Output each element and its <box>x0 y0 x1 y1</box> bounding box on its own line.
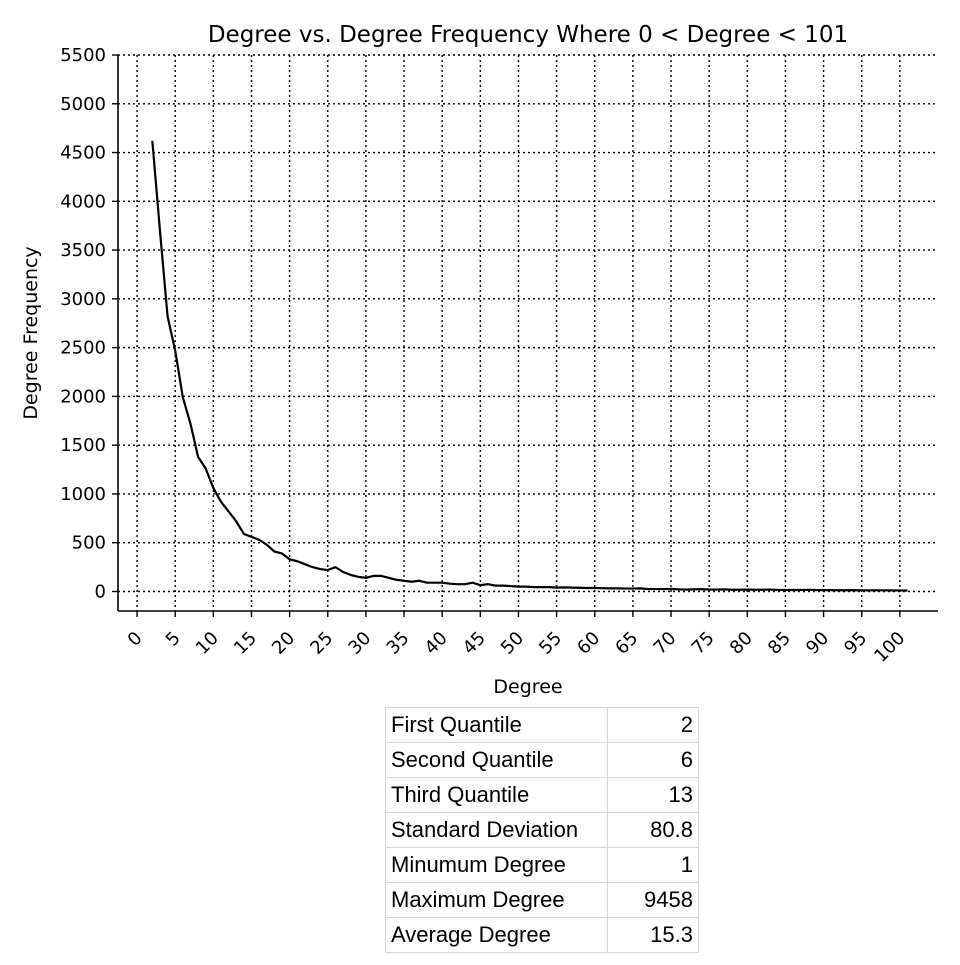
x-tick-label: 85 <box>764 628 795 659</box>
x-tick-label: 5 <box>162 628 185 651</box>
x-tick-label: 15 <box>230 628 261 659</box>
stat-label: Maximum Degree <box>385 882 608 918</box>
stat-value: 1 <box>607 847 699 883</box>
chart-title: Degree vs. Degree Frequency Where 0 < De… <box>208 22 848 48</box>
stat-value: 80.8 <box>607 812 699 848</box>
x-tick-label: 20 <box>268 628 299 659</box>
x-tick-label: 75 <box>688 628 719 659</box>
degree-frequency-line <box>151 140 908 592</box>
x-tick-label: 65 <box>611 628 642 659</box>
x-tick-label: 60 <box>573 628 604 659</box>
x-tick-label: 30 <box>344 628 375 659</box>
y-ticks: 0 500 1000 1500 2000 2500 3000 3500 4000 4500 5000… <box>60 45 118 602</box>
stats-row: First Quantile 2 <box>385 707 699 743</box>
degree-frequency-chart: 0500100015002000250030003500400045005000… <box>20 22 938 698</box>
y-tick-label: 4500 <box>60 143 106 164</box>
x-tick-label: 10 <box>192 628 223 659</box>
y-tick-label: 2000 <box>60 386 106 407</box>
stat-label: Second Quantile <box>385 742 608 778</box>
stats-row: Minumum Degree 1 <box>385 847 699 883</box>
x-tick-label: 25 <box>306 628 337 659</box>
stat-value: 2 <box>607 707 699 743</box>
statistics-table: First Quantile 2 Second Quantile 6 Third Qua… <box>385 707 699 953</box>
y-tick-label: 5000 <box>60 94 106 115</box>
x-tick-label: 90 <box>802 628 833 659</box>
y-tick-label: 3500 <box>60 240 106 261</box>
stats-row: Third Quantile 13 <box>385 777 699 813</box>
x-tick-label: 45 <box>459 628 490 659</box>
y-tick-label: 1500 <box>60 435 106 456</box>
x-tick-label: 50 <box>497 628 528 659</box>
x-tick-label: 40 <box>421 628 452 659</box>
y-axis-label: Degree Frequency <box>20 246 42 419</box>
x-tick-label: 70 <box>650 628 681 659</box>
stat-label: Standard Deviation <box>385 812 608 848</box>
y-tick-label: 500 <box>72 533 106 554</box>
x-tick-label: 100 <box>870 628 909 667</box>
stat-value: 9458 <box>607 882 699 918</box>
stats-row: Average Degree 15.3 <box>385 917 699 953</box>
stat-value: 13 <box>607 777 699 813</box>
grid <box>118 54 938 611</box>
y-tick-label: 3000 <box>60 289 106 310</box>
stats-row: Standard Deviation 80.8 <box>385 812 699 848</box>
stat-label: Minumum Degree <box>385 847 608 883</box>
stats-row: Maximum Degree 9458 <box>385 882 699 918</box>
x-tick-label: 95 <box>840 628 871 659</box>
x-axis-label: Degree <box>493 676 562 698</box>
x-tick-label: 55 <box>535 628 566 659</box>
y-tick-label: 1000 <box>60 484 106 505</box>
x-tick-label: 0 <box>124 628 147 651</box>
x-tick-label: 80 <box>726 628 757 659</box>
y-tick-label: 4000 <box>60 191 106 212</box>
axes <box>117 55 938 612</box>
x-tick-label: 35 <box>383 628 414 659</box>
y-tick-label: 0 <box>95 581 106 602</box>
stat-label: Third Quantile <box>385 777 608 813</box>
stat-label: Average Degree <box>385 917 608 953</box>
y-tick-label: 5500 <box>60 45 106 66</box>
x-ticks: 0 5 10 15 20 25 30 35 40 45 50 55 60 65 70 75 80 85 90 9510… <box>124 611 909 667</box>
stat-label: First Quantile <box>385 707 608 743</box>
stats-row: Second Quantile 6 <box>385 742 699 778</box>
stat-value: 15.3 <box>607 917 699 953</box>
y-tick-label: 2500 <box>60 338 106 359</box>
stat-value: 6 <box>607 742 699 778</box>
